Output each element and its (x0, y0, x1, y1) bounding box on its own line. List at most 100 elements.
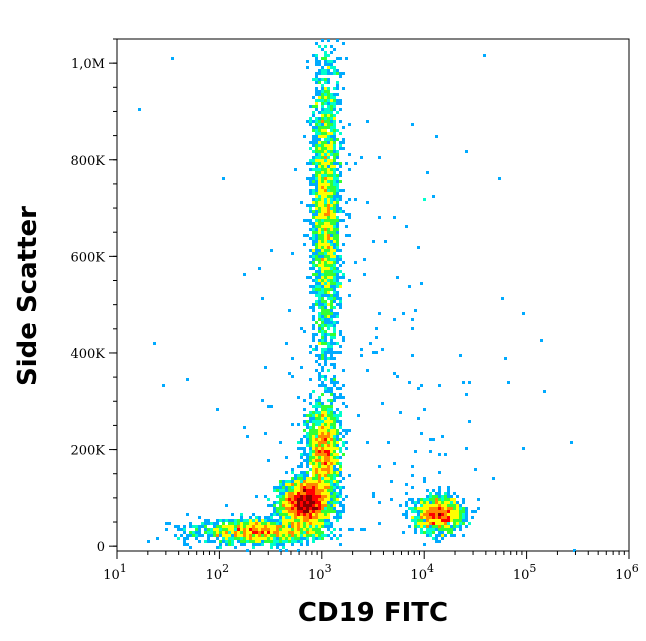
density-cell (324, 162, 327, 165)
density-cell (339, 249, 342, 252)
density-cell (438, 471, 441, 474)
density-cell (330, 225, 333, 228)
density-cell (315, 483, 318, 486)
density-cell (318, 273, 321, 276)
density-cell (342, 504, 345, 507)
density-cell (342, 141, 345, 144)
density-cell (324, 147, 327, 150)
density-cell (336, 243, 339, 246)
density-cell (330, 51, 333, 54)
density-cell (306, 486, 309, 489)
y-axis-title: Side Scatter (13, 206, 43, 386)
density-cell (327, 234, 330, 237)
density-cell (438, 501, 441, 504)
density-cell (315, 204, 318, 207)
density-cell (321, 222, 324, 225)
density-cell (312, 126, 315, 129)
density-cell (273, 522, 276, 525)
density-cell (243, 534, 246, 537)
density-cell (330, 444, 333, 447)
density-cell (315, 369, 318, 372)
density-cell (240, 543, 243, 546)
density-cell (321, 252, 324, 255)
density-cell (333, 453, 336, 456)
density-cell (324, 498, 327, 501)
density-cell (303, 522, 306, 525)
density-cell (315, 60, 318, 63)
density-cell (282, 495, 285, 498)
density-cell (309, 477, 312, 480)
density-cell (477, 507, 480, 510)
density-cell (405, 225, 408, 228)
density-cell (240, 525, 243, 528)
density-cell (327, 120, 330, 123)
density-cell (447, 498, 450, 501)
density-cell (336, 492, 339, 495)
density-cell (330, 147, 333, 150)
density-cell (318, 90, 321, 93)
density-cell (318, 246, 321, 249)
density-cell (324, 360, 327, 363)
density-cell (231, 525, 234, 528)
density-cell (321, 423, 324, 426)
density-cell (336, 204, 339, 207)
density-cell (318, 462, 321, 465)
density-cell (327, 327, 330, 330)
density-cell (417, 525, 420, 528)
density-cell (444, 453, 447, 456)
density-cell (426, 531, 429, 534)
density-cell (306, 234, 309, 237)
density-cell (336, 279, 339, 282)
density-cell (276, 495, 279, 498)
density-cell (333, 459, 336, 462)
density-cell (291, 468, 294, 471)
density-cell (330, 123, 333, 126)
density-cell (318, 120, 321, 123)
density-cell (333, 417, 336, 420)
density-cell (228, 537, 231, 540)
density-cell (309, 120, 312, 123)
density-cell (279, 504, 282, 507)
density-cell (306, 474, 309, 477)
density-cell (153, 342, 156, 345)
density-cell (309, 228, 312, 231)
density-cell (315, 153, 318, 156)
density-cell (291, 495, 294, 498)
density-cell (324, 180, 327, 183)
density-cell (237, 519, 240, 522)
density-cell (222, 519, 225, 522)
density-cell (252, 546, 255, 549)
density-cell (318, 78, 321, 81)
density-cell (318, 315, 321, 318)
density-cell (333, 117, 336, 120)
density-cell (270, 528, 273, 531)
density-cell (279, 537, 282, 540)
density-cell (312, 441, 315, 444)
density-cell (273, 528, 276, 531)
density-cell (324, 303, 327, 306)
density-cell (300, 531, 303, 534)
density-cell (282, 489, 285, 492)
density-cell (330, 228, 333, 231)
density-cell (474, 468, 477, 471)
density-cell (315, 450, 318, 453)
density-cell (330, 63, 333, 66)
density-cell (309, 519, 312, 522)
density-cell (249, 519, 252, 522)
density-cell (318, 375, 321, 378)
density-cell (321, 72, 324, 75)
density-cell (330, 102, 333, 105)
density-cell (318, 93, 321, 96)
density-cell (321, 165, 324, 168)
density-cell (312, 231, 315, 234)
density-cell (333, 504, 336, 507)
density-cell (333, 264, 336, 267)
density-cell (327, 462, 330, 465)
density-cell (321, 198, 324, 201)
density-cell (327, 459, 330, 462)
density-cell (309, 249, 312, 252)
density-cell (282, 501, 285, 504)
density-cell (306, 444, 309, 447)
density-cell (330, 348, 333, 351)
density-cell (324, 213, 327, 216)
